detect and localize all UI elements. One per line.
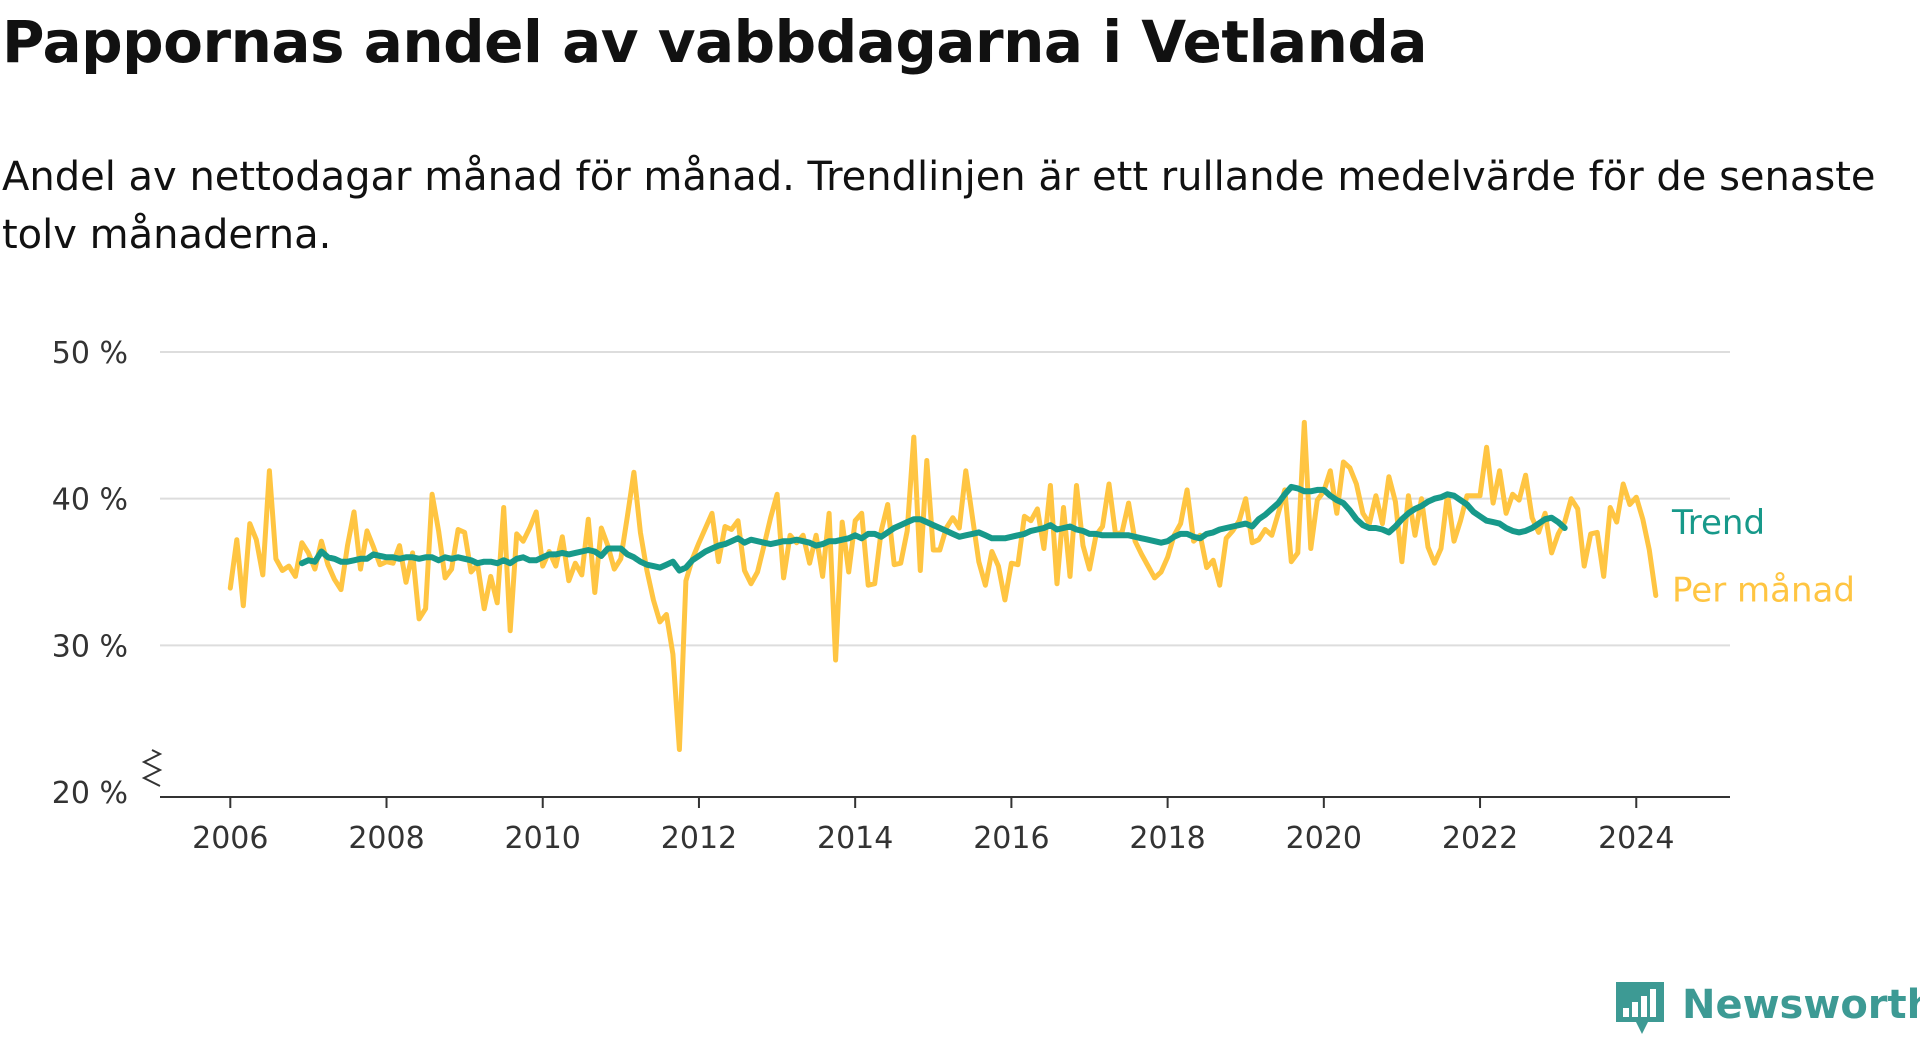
x-tick-label: 2022 xyxy=(1442,821,1518,856)
x-tick-label: 2016 xyxy=(973,821,1049,856)
bar-chart-speech-bubble-icon xyxy=(1616,982,1664,1034)
x-tick-label: 2020 xyxy=(1286,821,1362,856)
logo-wordmark: Newsworthy xyxy=(1682,982,1920,1028)
chart-subtitle: Andel av nettodagar månad för månad. Tre… xyxy=(2,154,1876,258)
series-label-trend: Trend xyxy=(1671,503,1765,543)
x-tick-label: 2008 xyxy=(348,821,424,856)
x-tick-label: 2012 xyxy=(661,821,737,856)
y-tick-label: 20 % xyxy=(52,776,128,811)
axis-break-icon xyxy=(141,749,163,787)
x-tick-label: 2024 xyxy=(1598,821,1674,856)
chart-title: Pappornas andel av vabbdagarna i Vetland… xyxy=(2,8,1428,76)
y-tick-label: 30 % xyxy=(52,629,128,664)
series-line-trend xyxy=(298,483,1568,574)
x-tick-label: 2010 xyxy=(505,821,581,856)
series-line-per-manad xyxy=(227,419,1659,752)
y-tick-label: 50 % xyxy=(52,336,128,371)
x-tick-label: 2014 xyxy=(817,821,893,856)
x-tick-label: 2018 xyxy=(1129,821,1205,856)
series-label-per-manad: Per månad xyxy=(1672,571,1855,611)
line-chart: 20 % 30 % 40 % 50 % 2006 2008 2010 2012 2014 2016… xyxy=(52,336,1855,856)
x-tick-label: 2006 xyxy=(192,821,268,856)
y-tick-label: 40 % xyxy=(52,483,128,518)
newsworthy-logo: Newsworthy xyxy=(1612,978,1920,1040)
